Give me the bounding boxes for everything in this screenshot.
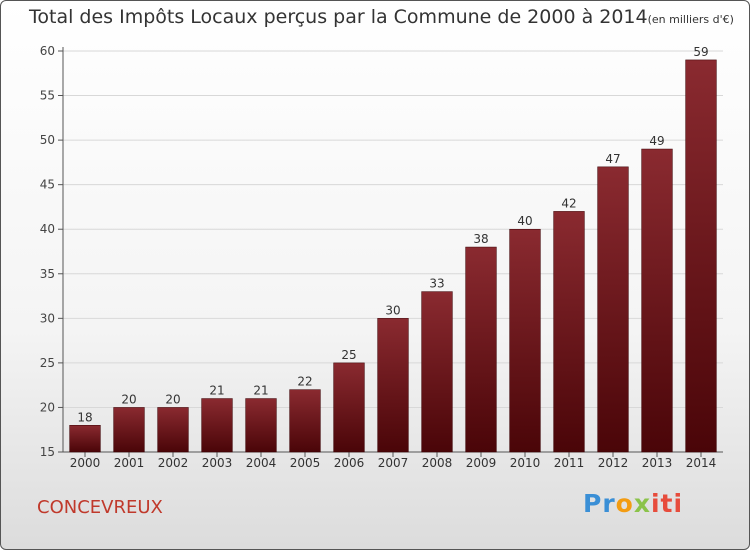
x-tick-label: 2013: [642, 456, 673, 470]
data-label: 33: [429, 277, 444, 291]
data-label: 20: [121, 392, 136, 406]
bar-2012: [597, 166, 629, 453]
y-tick-label: 25: [40, 356, 55, 370]
x-tick-label: 2003: [202, 456, 233, 470]
bar-2006: [333, 362, 365, 453]
y-tick-label: 50: [40, 133, 55, 147]
x-tick-label: 2011: [554, 456, 585, 470]
bar-2007: [377, 318, 409, 453]
data-label: 21: [209, 384, 224, 398]
chart-title-text: Total des Impôts Locaux perçus par la Co…: [29, 6, 648, 28]
commune-name: CONCEVREUX: [37, 497, 163, 518]
data-label: 38: [473, 232, 488, 246]
y-tick-label: 55: [40, 89, 55, 103]
bar-2003: [201, 398, 233, 453]
bar-2004: [245, 398, 277, 453]
data-labels: 18 20 20 21 21 22 25 30 33 38 40 42 47 49 59: [77, 45, 708, 424]
logo-part-2: o: [615, 489, 634, 518]
bar-2002: [157, 407, 189, 453]
bar-2011: [553, 211, 585, 453]
chart-title: Total des Impôts Locaux perçus par la Co…: [29, 6, 734, 28]
bar-2014: [685, 59, 717, 453]
y-tick-labels: 15 20 25 30 35 40 45 50 55 60: [40, 44, 55, 459]
proxiti-logo: Proxiti: [583, 489, 683, 518]
bar-2013: [641, 148, 673, 453]
x-tick-label: 2012: [598, 456, 629, 470]
logo-part-1: Pr: [583, 489, 616, 518]
bar-2001: [113, 407, 145, 453]
bar-2008: [421, 291, 453, 453]
y-tick-label: 45: [40, 178, 55, 192]
data-label: 47: [605, 152, 620, 166]
bar-2000: [69, 425, 101, 453]
x-tick-label: 2006: [334, 456, 365, 470]
x-tick-label: 2008: [422, 456, 453, 470]
y-tick-label: 60: [40, 44, 55, 58]
x-tick-label: 2009: [466, 456, 497, 470]
x-tick-label: 2007: [378, 456, 409, 470]
y-tick-label: 20: [40, 400, 55, 414]
x-tick-label: 2005: [290, 456, 321, 470]
x-tick-label: 2014: [686, 456, 717, 470]
y-tick-label: 40: [40, 222, 55, 236]
bars: [69, 59, 717, 453]
data-label: 20: [165, 392, 180, 406]
x-tick-label: 2004: [246, 456, 277, 470]
y-tick-label: 35: [40, 267, 55, 281]
data-label: 49: [649, 134, 664, 148]
logo-part-3: x: [633, 489, 651, 518]
y-tick-label: 30: [40, 311, 55, 325]
data-label: 21: [253, 384, 268, 398]
bar-2005: [289, 389, 321, 453]
logo-part-4: iti: [650, 489, 684, 518]
x-tick-label: 2000: [70, 456, 101, 470]
x-tick-labels: 2000 2001 2002 2003 2004 2005 2006 2007 2008 2009…: [70, 456, 717, 470]
data-label: 18: [77, 410, 92, 424]
data-label: 30: [385, 303, 400, 317]
data-label: 59: [693, 45, 708, 59]
data-label: 25: [341, 348, 356, 362]
data-label: 42: [561, 196, 576, 210]
data-label: 22: [297, 375, 312, 389]
bar-2010: [509, 228, 541, 453]
bar-2009: [465, 246, 497, 453]
y-tick-label: 15: [40, 445, 55, 459]
x-tick-label: 2002: [158, 456, 189, 470]
data-label: 40: [517, 214, 532, 228]
x-tick-label: 2010: [510, 456, 541, 470]
x-tick-label: 2001: [114, 456, 145, 470]
chart-title-unit: (en milliers d'€): [647, 13, 734, 26]
